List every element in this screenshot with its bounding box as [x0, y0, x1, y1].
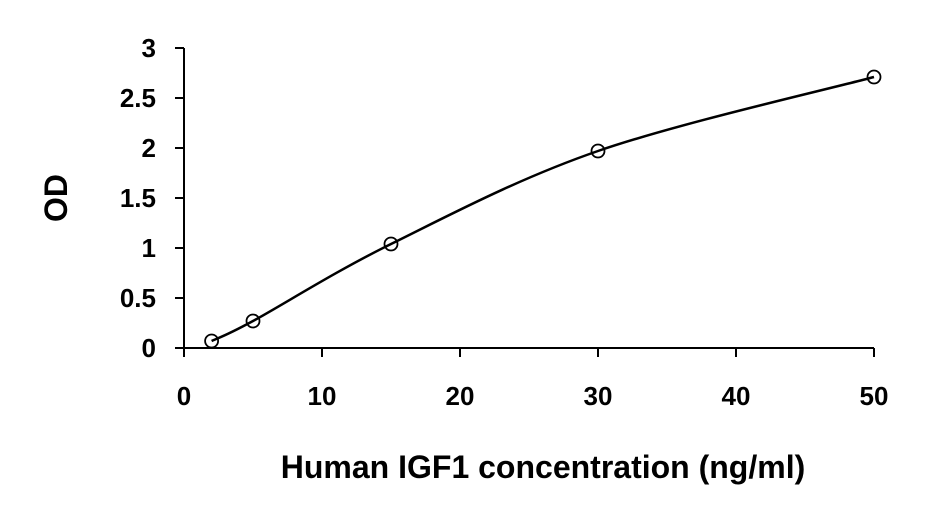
y-tick-label: 1 [142, 233, 156, 263]
data-point [383, 236, 399, 252]
y-axis-title: OD [38, 174, 74, 222]
y-tick-label: 2 [142, 133, 156, 163]
x-tick-label: 50 [860, 381, 889, 411]
y-tick-label: 0.5 [120, 283, 156, 313]
data-point [866, 69, 882, 85]
x-tick-label: 40 [722, 381, 751, 411]
data-point [590, 143, 606, 159]
data-point [204, 333, 220, 349]
x-ticks: 0 10 20 30 40 50 [177, 348, 889, 411]
x-tick-label: 20 [446, 381, 475, 411]
x-tick-label: 10 [308, 381, 337, 411]
x-tick-label: 30 [584, 381, 613, 411]
x-tick-label: 0 [177, 381, 191, 411]
y-tick-label: 0 [142, 333, 156, 363]
axes [183, 48, 874, 349]
x-axis-title: Human IGF1 concentration (ng/ml) [281, 449, 805, 485]
data-points-layer [204, 69, 882, 349]
y-tick-label: 1.5 [120, 183, 156, 213]
y-tick-label: 2.5 [120, 83, 156, 113]
trend-curve-layer [211, 75, 875, 343]
trend-curve [211, 75, 875, 343]
y-ticks: 0 0.5 1 1.5 2 2.5 3 [120, 33, 184, 363]
y-tick-label: 3 [142, 33, 156, 63]
data-point [245, 313, 261, 329]
